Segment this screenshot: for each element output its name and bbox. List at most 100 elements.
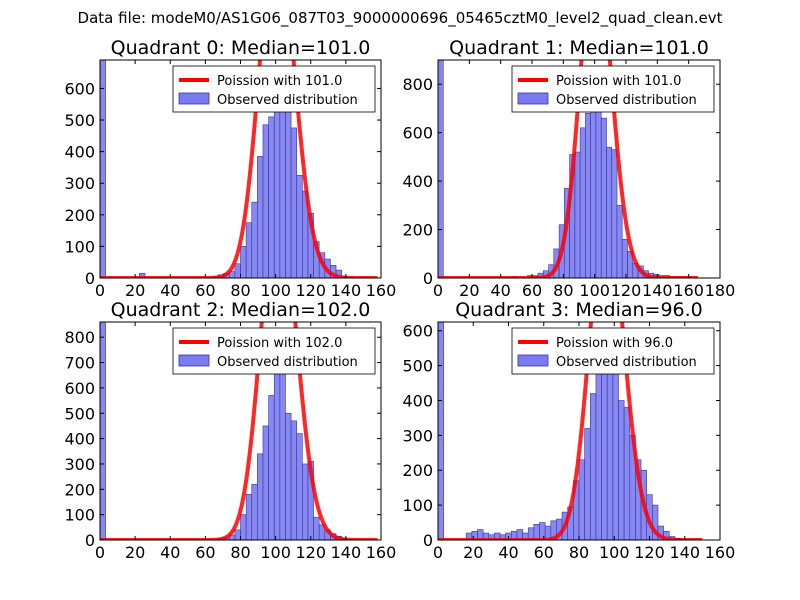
y-tick-label: 500: [64, 404, 95, 423]
y-tick-label: 400: [64, 430, 95, 449]
y-tick-label: 400: [402, 172, 433, 191]
y-tick-label: 300: [402, 426, 433, 445]
y-tick-label: 0: [423, 531, 433, 550]
histogram-bar: [438, 60, 444, 278]
histogram-bar: [100, 322, 106, 540]
histogram-bar: [268, 116, 275, 278]
histogram-bar: [595, 358, 602, 540]
histogram-bar: [595, 105, 602, 278]
y-tick-label: 800: [64, 328, 95, 347]
plot-content: [438, 60, 700, 278]
y-tick-label: 600: [64, 79, 95, 98]
legend-line-label: Poission with 96.0: [556, 336, 673, 351]
histogram-bar: [611, 149, 618, 278]
x-tick-label: 160: [366, 281, 397, 300]
histogram-bar: [240, 514, 247, 540]
x-tick-label: 60: [534, 543, 554, 562]
x-tick-label: 100: [260, 543, 291, 562]
histogram-bar: [579, 127, 586, 278]
histogram-bar: [251, 483, 258, 540]
x-tick-label: 160: [705, 543, 736, 562]
x-tick-label: 100: [579, 281, 610, 300]
histogram-bar: [251, 201, 258, 278]
legend-bar-label: Observed distribution: [217, 93, 358, 108]
x-tick-label: 100: [599, 543, 630, 562]
histogram-bar: [234, 263, 241, 278]
histogram-bar: [285, 412, 292, 540]
panel-quadrant-0: 0 20 40 60 80 100 120 140 1600100200300400500600…: [64, 37, 397, 300]
axes-frame: [437, 59, 721, 279]
x-tick-label: 180: [705, 281, 736, 300]
histogram-bar: [585, 112, 591, 278]
legend-bar-label: Observed distribution: [556, 355, 697, 370]
histogram-bar: [600, 117, 607, 278]
histogram-bar: [100, 60, 106, 278]
figure-title: Data file: modeM0/AS1G06_087T03_90000006…: [77, 9, 723, 27]
histogram-bar: [245, 494, 253, 540]
x-tick-label: 80: [569, 543, 589, 562]
y-tick-label: 400: [64, 143, 95, 162]
y-tick-label: 400: [402, 391, 433, 410]
histogram-bar: [257, 453, 264, 540]
legend-bar-swatch: [517, 92, 549, 105]
x-tick-label: 20: [125, 281, 145, 300]
histogram-bar: [296, 175, 303, 278]
x-tick-label: 0: [433, 543, 443, 562]
histogram-bar: [296, 433, 303, 540]
x-tick-label: 60: [195, 543, 215, 562]
x-tick-label: 120: [611, 281, 642, 300]
x-tick-label: 20: [459, 281, 479, 300]
x-tick-label: 100: [260, 281, 291, 300]
x-tick-label: 120: [295, 281, 326, 300]
x-tick-label: 0: [95, 281, 105, 300]
y-tick-label: 200: [64, 480, 95, 499]
legend-bar-label: Observed distribution: [556, 93, 697, 108]
y-tick-label: 200: [402, 461, 433, 480]
y-tick-label: 300: [64, 455, 95, 474]
poisson-curve: [100, 60, 379, 278]
subplot-title: Quadrant 3: Median=96.0: [455, 299, 703, 321]
histogram-bar: [257, 156, 264, 278]
histogram-bar: [606, 146, 612, 278]
x-tick-label: 40: [490, 281, 510, 300]
x-tick-label: 160: [366, 543, 397, 562]
legend-line-label: Poission with 102.0: [217, 336, 342, 351]
poisson-curve: [100, 322, 379, 540]
histogram-bar: [578, 459, 585, 540]
x-tick-label: 160: [673, 281, 704, 300]
histogram-bar: [290, 127, 297, 278]
x-tick-label: 80: [553, 281, 573, 300]
x-tick-label: 60: [195, 281, 215, 300]
x-tick-label: 40: [160, 543, 180, 562]
legend: Poission with 101.0 Observed distribution: [172, 65, 376, 113]
histogram-bar: [262, 425, 269, 540]
y-tick-label: 300: [64, 174, 95, 193]
y-tick-label: 200: [402, 221, 433, 240]
histogram-bar: [621, 238, 628, 278]
x-tick-label: 140: [331, 281, 362, 300]
y-tick-label: 100: [64, 237, 95, 256]
histogram-bar: [584, 428, 591, 540]
histogram-bar: [234, 529, 241, 540]
histogram-bar: [438, 322, 444, 540]
subplot-title: Quadrant 0: Median=101.0: [111, 37, 371, 59]
subplot-title: Quadrant 2: Median=102.0: [111, 299, 371, 321]
plot-content: [438, 322, 704, 540]
y-tick-label: 0: [85, 269, 95, 288]
histogram-bar: [268, 395, 275, 540]
x-tick-label: 0: [95, 543, 105, 562]
x-tick-label: 140: [669, 543, 700, 562]
y-tick-label: 200: [64, 206, 95, 225]
histogram-bar: [302, 463, 309, 540]
plot-content: [100, 322, 379, 540]
x-tick-label: 20: [463, 543, 483, 562]
x-tick-label: 140: [642, 281, 673, 300]
panel-quadrant-1: 0 20 40 60 80 100 120 140 160 180 0 200 400 600 800 Qua…: [402, 37, 736, 300]
x-tick-label: 60: [522, 281, 542, 300]
y-tick-label: 0: [423, 269, 433, 288]
histogram-bar: [539, 522, 546, 540]
y-tick-label: 500: [64, 111, 95, 130]
histogram-bar: [273, 360, 281, 540]
legend: Poission with 102.0 Observed distribution: [172, 327, 376, 375]
